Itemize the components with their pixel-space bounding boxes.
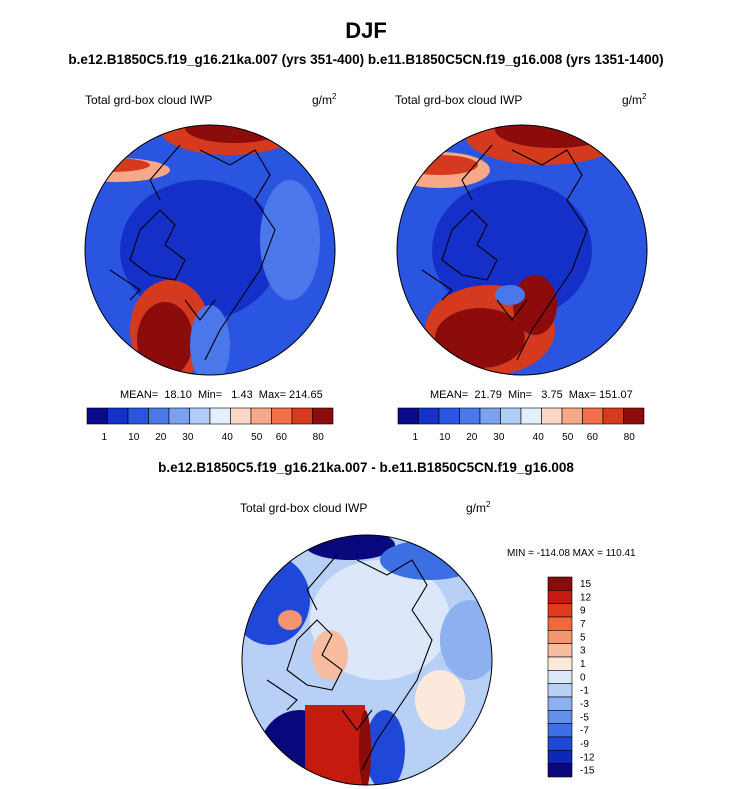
colorbar-swatch	[541, 407, 563, 425]
colorbar-swatch	[230, 407, 252, 425]
colorbar-label: 3	[580, 646, 586, 657]
colorbar-swatch	[86, 407, 108, 425]
colorbar-label: -5	[580, 712, 589, 723]
colorbar-swatch	[520, 407, 542, 425]
colorbar-swatch	[127, 407, 149, 425]
colorbar-label: -12	[580, 752, 595, 763]
colorbar-swatch	[547, 683, 573, 698]
colorbar-swatch	[312, 407, 334, 425]
colorbar-label: 50	[251, 432, 263, 443]
map-border	[396, 124, 648, 376]
colorbar-swatch	[438, 407, 460, 425]
colorbar-label: 50	[562, 432, 574, 443]
units-base: g/m	[466, 501, 486, 515]
map-border	[241, 534, 493, 786]
colorbar-label: -1	[580, 686, 589, 697]
colorbar-swatch	[148, 407, 170, 425]
colorbar-label: 60	[587, 432, 599, 443]
colorbar-swatch	[547, 723, 573, 738]
colorbar-swatch	[547, 763, 573, 778]
colorbar-swatch	[582, 407, 604, 425]
colorbar-swatch	[547, 576, 573, 591]
colorbar-swatch	[561, 407, 583, 425]
colorbar-swatch	[209, 407, 231, 425]
stats: MEAN= 18.10 Min= 1.43 Max= 214.65	[120, 389, 323, 401]
polar-map	[242, 535, 492, 785]
colorbar-label: 80	[313, 432, 325, 443]
colorbar-swatch	[623, 407, 645, 425]
colorbar-swatch	[547, 670, 573, 684]
colorbar-label: 40	[222, 432, 234, 443]
colorbar-swatch	[547, 750, 573, 764]
colorbar-label: 5	[580, 632, 586, 643]
units-sup: 2	[486, 500, 491, 509]
colorbar-label: -3	[580, 699, 589, 710]
colorbar-label: 15	[580, 579, 592, 590]
colorbar-swatch	[547, 616, 573, 631]
stats: MIN = -114.08 MAX = 110.41	[507, 548, 636, 559]
panel-title: Total grd-box cloud IWP	[240, 501, 367, 515]
colorbar-swatch	[547, 590, 573, 604]
units-base: g/m	[312, 93, 332, 107]
units-sup: 2	[332, 92, 337, 101]
colorbar-swatch	[271, 407, 293, 425]
colorbar-label: 20	[466, 432, 478, 443]
colorbar-swatch	[547, 736, 573, 751]
colorbar-label: 7	[580, 619, 586, 630]
colorbar-swatch	[500, 407, 522, 425]
colorbar-label: -9	[580, 739, 589, 750]
subtitle: b.e12.B1850C5.f19_g16.21ka.007 (yrs 351-…	[68, 52, 663, 67]
colorbar-swatch	[547, 643, 573, 658]
colorbar-label: 9	[580, 606, 586, 617]
colorbar-label: 10	[439, 432, 451, 443]
panel-title: Total grd-box cloud IWP	[395, 93, 522, 107]
colorbar-label: 12	[580, 592, 592, 603]
colorbar-swatch	[291, 407, 313, 425]
colorbar-label: 1	[580, 659, 586, 670]
colorbar-swatch	[168, 407, 190, 425]
units: g/m2	[622, 92, 647, 107]
difference-title: b.e12.B1850C5.f19_g16.21ka.007 - b.e11.B…	[158, 460, 574, 475]
colorbar-swatch	[547, 696, 573, 711]
colorbar-label: 20	[155, 432, 167, 443]
units: g/m2	[312, 92, 337, 107]
polar-map	[85, 125, 335, 375]
colorbar-label: 80	[624, 432, 636, 443]
units-sup: 2	[642, 92, 647, 101]
units-base: g/m	[622, 93, 642, 107]
colorbar-label: -15	[580, 766, 595, 777]
colorbar-swatch	[547, 710, 573, 724]
colorbar-label: 60	[276, 432, 288, 443]
units: g/m2	[466, 500, 491, 515]
colorbar-label: 30	[493, 432, 505, 443]
colorbar-swatch	[547, 603, 573, 618]
colorbar-label: -7	[580, 726, 589, 737]
colorbar-swatch	[107, 407, 129, 425]
colorbar-swatch	[602, 407, 624, 425]
colorbar-label: 0	[580, 672, 586, 683]
colorbar-label: 1	[101, 432, 107, 443]
colorbar-swatch	[547, 630, 573, 644]
colorbar-label: 1	[412, 432, 418, 443]
colorbar-label: 30	[182, 432, 194, 443]
title: DJF	[345, 18, 387, 43]
map-border	[84, 124, 336, 376]
colorbar-swatch	[250, 407, 272, 425]
colorbar-swatch	[547, 656, 573, 671]
colorbar-swatch	[397, 407, 419, 425]
stats: MEAN= 21.79 Min= 3.75 Max= 151.07	[430, 389, 633, 401]
colorbar-label: 10	[128, 432, 140, 443]
panel-title: Total grd-box cloud IWP	[85, 93, 212, 107]
colorbar-swatch	[459, 407, 481, 425]
colorbar-swatch	[479, 407, 501, 425]
colorbar-label: 40	[533, 432, 545, 443]
colorbar-swatch	[418, 407, 440, 425]
polar-map	[397, 125, 647, 375]
colorbar-swatch	[189, 407, 211, 425]
